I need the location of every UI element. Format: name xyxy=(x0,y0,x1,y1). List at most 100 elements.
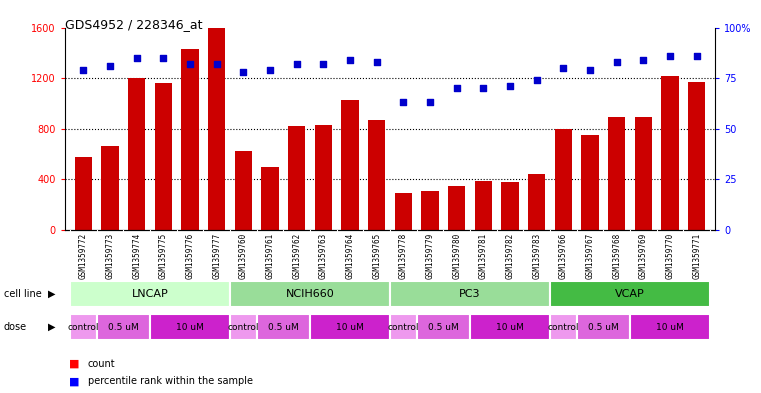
Point xyxy=(397,99,409,106)
Bar xyxy=(70,281,230,307)
Text: GSM1359780: GSM1359780 xyxy=(452,232,461,279)
Point xyxy=(637,57,649,63)
Text: GSM1359765: GSM1359765 xyxy=(372,232,381,279)
Bar xyxy=(181,49,199,230)
Point xyxy=(530,77,543,83)
Text: GSM1359773: GSM1359773 xyxy=(106,232,114,279)
Point xyxy=(584,67,596,73)
Point xyxy=(291,61,303,67)
Bar xyxy=(234,151,252,230)
Point xyxy=(344,57,356,63)
Text: GSM1359779: GSM1359779 xyxy=(425,232,435,279)
Bar xyxy=(310,314,390,340)
Text: GSM1359771: GSM1359771 xyxy=(693,232,701,279)
Text: GSM1359775: GSM1359775 xyxy=(159,232,168,279)
Bar xyxy=(395,193,412,230)
Text: ■: ■ xyxy=(68,358,79,369)
Bar xyxy=(688,82,705,230)
Text: GSM1359777: GSM1359777 xyxy=(212,232,221,279)
Bar xyxy=(150,314,230,340)
Bar xyxy=(630,314,710,340)
Text: GSM1359769: GSM1359769 xyxy=(638,232,648,279)
Bar xyxy=(154,83,172,230)
Bar xyxy=(230,314,256,340)
Bar xyxy=(75,156,92,230)
Bar xyxy=(550,314,577,340)
Text: cell line: cell line xyxy=(4,289,42,299)
Bar xyxy=(390,314,417,340)
Bar xyxy=(417,314,470,340)
Point xyxy=(424,99,436,106)
Text: GSM1359776: GSM1359776 xyxy=(186,232,195,279)
Text: GSM1359760: GSM1359760 xyxy=(239,232,248,279)
Text: GDS4952 / 228346_at: GDS4952 / 228346_at xyxy=(65,18,202,31)
Text: ▶: ▶ xyxy=(48,289,56,299)
Text: ■: ■ xyxy=(68,376,79,386)
Point xyxy=(317,61,330,67)
Text: ▶: ▶ xyxy=(48,322,56,332)
Bar xyxy=(550,281,710,307)
Text: control: control xyxy=(228,323,259,332)
Bar xyxy=(475,180,492,230)
Point xyxy=(237,69,250,75)
Point xyxy=(610,59,622,65)
Text: 0.5 uM: 0.5 uM xyxy=(588,323,619,332)
Point xyxy=(664,53,676,59)
Text: GSM1359774: GSM1359774 xyxy=(132,232,142,279)
Bar xyxy=(422,191,438,230)
Text: 10 uM: 10 uM xyxy=(496,323,524,332)
Text: GSM1359768: GSM1359768 xyxy=(612,232,621,279)
Bar xyxy=(390,281,550,307)
Bar xyxy=(97,314,150,340)
Bar xyxy=(261,167,279,230)
Bar xyxy=(101,147,119,230)
Text: GSM1359778: GSM1359778 xyxy=(399,232,408,279)
Text: control: control xyxy=(548,323,579,332)
Text: LNCAP: LNCAP xyxy=(132,289,168,299)
Text: GSM1359767: GSM1359767 xyxy=(585,232,594,279)
Bar xyxy=(501,182,519,230)
Bar xyxy=(288,126,305,230)
Point xyxy=(504,83,516,89)
Text: GSM1359766: GSM1359766 xyxy=(559,232,568,279)
Text: count: count xyxy=(88,358,115,369)
Text: NCIH660: NCIH660 xyxy=(285,289,334,299)
Text: GSM1359764: GSM1359764 xyxy=(345,232,355,279)
Bar xyxy=(581,135,599,230)
Bar xyxy=(70,314,97,340)
Bar xyxy=(470,314,550,340)
Text: GSM1359770: GSM1359770 xyxy=(666,232,674,279)
Text: 0.5 uM: 0.5 uM xyxy=(108,323,139,332)
Point xyxy=(131,55,143,61)
Point xyxy=(264,67,276,73)
Text: GSM1359761: GSM1359761 xyxy=(266,232,275,279)
Bar xyxy=(577,314,630,340)
Text: GSM1359783: GSM1359783 xyxy=(532,232,541,279)
Point xyxy=(690,53,702,59)
Point xyxy=(78,67,90,73)
Bar xyxy=(342,99,358,230)
Bar xyxy=(368,120,385,230)
Text: 0.5 uM: 0.5 uM xyxy=(268,323,299,332)
Bar xyxy=(230,281,390,307)
Bar xyxy=(128,78,145,230)
Point xyxy=(371,59,383,65)
Text: control: control xyxy=(68,323,99,332)
Bar xyxy=(555,129,572,230)
Text: 10 uM: 10 uM xyxy=(336,323,364,332)
Bar xyxy=(661,75,679,230)
Point xyxy=(211,61,223,67)
Bar xyxy=(528,174,546,230)
Text: GSM1359772: GSM1359772 xyxy=(79,232,88,279)
Point xyxy=(184,61,196,67)
Text: VCAP: VCAP xyxy=(615,289,645,299)
Text: 10 uM: 10 uM xyxy=(176,323,204,332)
Text: percentile rank within the sample: percentile rank within the sample xyxy=(88,376,253,386)
Point xyxy=(104,63,116,69)
Bar xyxy=(208,28,225,230)
Point xyxy=(158,55,170,61)
Point xyxy=(477,85,489,92)
Text: 10 uM: 10 uM xyxy=(656,323,684,332)
Point xyxy=(557,65,569,71)
Text: 0.5 uM: 0.5 uM xyxy=(428,323,459,332)
